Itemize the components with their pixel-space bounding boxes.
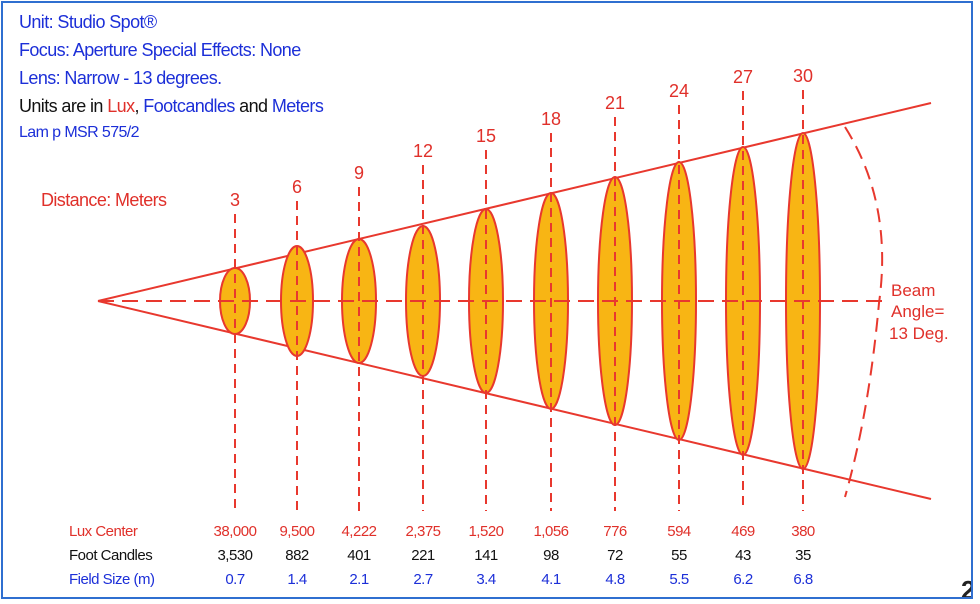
units-prefix: Units are in bbox=[19, 96, 108, 116]
distance-label: 12 bbox=[413, 141, 433, 161]
field-size-value: 3.4 bbox=[476, 571, 496, 588]
field-size-label: Field Size (m) bbox=[69, 571, 155, 588]
field-size-value: 2.1 bbox=[349, 571, 369, 588]
field-size-value: 6.8 bbox=[793, 571, 813, 588]
lux-value: 1,520 bbox=[468, 523, 504, 540]
footcandle-value: 43 bbox=[735, 547, 751, 564]
units-footcandles: Footcandles bbox=[143, 96, 235, 116]
distance-label: 27 bbox=[733, 67, 753, 87]
field-size-value: 4.8 bbox=[605, 571, 625, 588]
footcandle-value: 882 bbox=[285, 547, 309, 564]
footcandle-value: 221 bbox=[411, 547, 435, 564]
focus-line: Focus: Aperture Special Effects: None bbox=[19, 40, 301, 60]
lux-center-label: Lux Center bbox=[69, 523, 138, 540]
page-number: 2 bbox=[961, 575, 971, 597]
footcandle-value: 98 bbox=[543, 547, 559, 564]
field-size-value: 4.1 bbox=[541, 571, 561, 588]
beam-angle-arc bbox=[844, 126, 884, 498]
distance-label: 21 bbox=[605, 93, 625, 113]
distance-label: 9 bbox=[354, 163, 364, 183]
beam-label-1: Beam bbox=[891, 281, 935, 300]
distance-label: 24 bbox=[669, 81, 689, 101]
units-meters: Meters bbox=[271, 96, 324, 116]
lux-value: 776 bbox=[603, 523, 627, 540]
unit-line: Unit: Studio Spot® bbox=[19, 12, 157, 32]
units-line: Units are in Lux, Footcandles and Meters bbox=[19, 95, 324, 117]
lamp-line: Lam p MSR 575/2 bbox=[19, 124, 140, 141]
footcandle-value: 141 bbox=[474, 547, 498, 564]
field-size-value: 0.7 bbox=[225, 571, 245, 588]
beam-label-3: 13 Deg. bbox=[889, 324, 949, 343]
lux-value: 380 bbox=[791, 523, 815, 540]
units-lux: Lux bbox=[107, 96, 135, 116]
field-size-value: 1.4 bbox=[287, 571, 307, 588]
lux-value: 594 bbox=[667, 523, 691, 540]
distance-label: 30 bbox=[793, 66, 813, 86]
distance-labels: 3 6 9 12 15 18 21 24 27 30 bbox=[230, 66, 813, 210]
footcandle-value: 35 bbox=[795, 547, 811, 564]
foot-candles-label: Foot Candles bbox=[69, 547, 153, 564]
lux-value: 469 bbox=[731, 523, 755, 540]
distance-title: Distance: Meters bbox=[41, 190, 167, 210]
distance-label: 18 bbox=[541, 109, 561, 129]
lux-value: 1,056 bbox=[533, 523, 569, 540]
beam-label-2: Angle= bbox=[891, 302, 944, 321]
lux-value: 9,500 bbox=[279, 523, 315, 540]
footcandle-value: 72 bbox=[607, 547, 623, 564]
distance-label: 15 bbox=[476, 126, 496, 146]
field-size-value: 2.7 bbox=[413, 571, 433, 588]
units-comma: , bbox=[134, 96, 144, 116]
footcandle-value: 401 bbox=[347, 547, 371, 564]
lux-value: 4,222 bbox=[341, 523, 377, 540]
field-size-value: 6.2 bbox=[733, 571, 753, 588]
units-and: and bbox=[234, 96, 272, 116]
lux-value: 2,375 bbox=[405, 523, 441, 540]
footcandle-value: 55 bbox=[671, 547, 687, 564]
distance-label: 6 bbox=[292, 177, 302, 197]
lux-value: 38,000 bbox=[213, 523, 257, 540]
lens-line: Lens: Narrow - 13 degrees. bbox=[19, 68, 222, 88]
distance-label: 3 bbox=[230, 190, 240, 210]
field-size-value: 5.5 bbox=[669, 571, 689, 588]
footcandle-value: 3,530 bbox=[217, 547, 253, 564]
